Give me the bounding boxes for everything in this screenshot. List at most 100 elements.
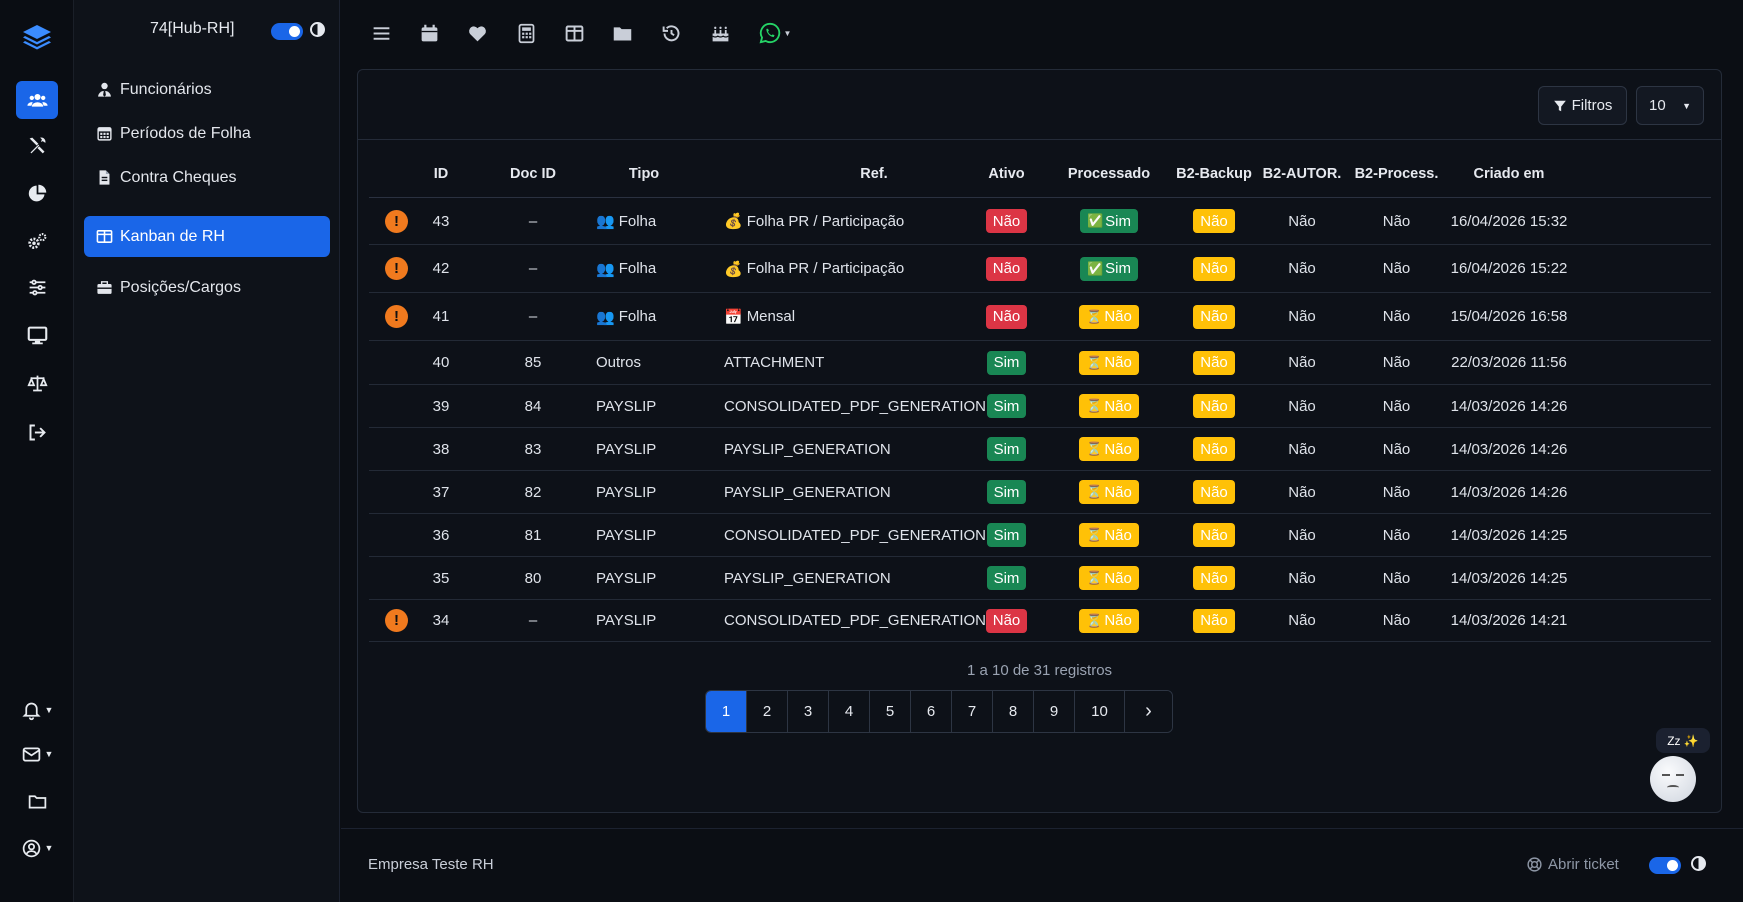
page-button-3[interactable]: 3 — [788, 691, 829, 732]
sliders-icon[interactable] — [16, 268, 58, 306]
column-header[interactable]: B2-AUTOR. — [1262, 166, 1342, 182]
whatsapp-icon[interactable]: ▼ — [755, 20, 795, 46]
ref-value: CONSOLIDATED_PDF_GENERATION — [724, 397, 986, 415]
per-page-select[interactable]: 10 ▼ — [1636, 86, 1704, 125]
id-value: 34 — [432, 612, 450, 629]
mail-icon[interactable]: ▼ — [16, 735, 58, 773]
table-row[interactable]: 39 84 PAYSLIP CONSOLIDATED_PDF_GENERATION Si… — [369, 385, 1711, 428]
exclamation-icon[interactable]: ! — [385, 209, 408, 233]
ativo-cell: Sim — [969, 514, 1044, 556]
ref-value: Mensal — [746, 308, 796, 325]
bell-icon[interactable]: ▼ — [16, 691, 58, 729]
page-button-5[interactable]: 5 — [870, 691, 911, 732]
page-button-8[interactable]: 8 — [993, 691, 1034, 732]
history-icon[interactable] — [658, 20, 684, 46]
sidebar-item-contra-cheques[interactable]: Contra Cheques — [84, 157, 330, 198]
scale-icon[interactable] — [16, 364, 58, 402]
theme-toggle-footer[interactable] — [1649, 857, 1681, 874]
page-button-2[interactable]: 2 — [747, 691, 788, 732]
tools-icon[interactable] — [16, 126, 58, 164]
menu-icon[interactable] — [368, 20, 394, 46]
created-at-value: 14/03/2026 14:26 — [1450, 397, 1568, 415]
sidebar-item-funcionarios[interactable]: Funcionários — [84, 69, 330, 110]
hourglass-icon: ⏳ — [1086, 398, 1103, 413]
b2-process-cell: Não — [1349, 600, 1444, 641]
column-header[interactable]: Processado — [1067, 166, 1151, 182]
b2-backup-cell: Não — [1174, 557, 1254, 599]
heart-icon[interactable] — [464, 20, 490, 46]
table-row[interactable]: 35 80 PAYSLIP PAYSLIP_GENERATION Sim ⏳ Não Não N… — [369, 557, 1711, 600]
user-circle-icon[interactable]: ▼ — [16, 829, 58, 867]
birthday-cake-icon[interactable] — [707, 20, 733, 46]
exclamation-icon[interactable]: ! — [385, 257, 408, 280]
page-button-4[interactable]: 4 — [829, 691, 870, 732]
column-header[interactable]: Doc ID — [510, 166, 556, 182]
ref-cell: CONSOLIDATED_PDF_GENERATION — [724, 600, 1014, 641]
calendar-icon[interactable] — [416, 20, 442, 46]
exclamation-icon[interactable]: ! — [385, 305, 408, 328]
sidebar-item-posicoes[interactable]: Posições/Cargos — [84, 267, 330, 308]
processado-cell: ⏳ Não — [1059, 600, 1159, 641]
open-ticket-link[interactable]: Abrir ticket — [1526, 856, 1619, 873]
kanban-icon — [94, 228, 114, 246]
b2-autor-value: Não — [1288, 354, 1316, 371]
table-row[interactable]: 37 82 PAYSLIP PAYSLIP_GENERATION Sim ⏳ Não Não N… — [369, 471, 1711, 514]
sign-out-icon[interactable] — [16, 413, 58, 451]
column-header[interactable]: B2-Process. — [1354, 166, 1439, 182]
page-button-10[interactable]: 10 — [1075, 691, 1125, 732]
id-cell: 37 — [424, 471, 458, 513]
assistant-avatar[interactable] — [1650, 756, 1696, 802]
cogs-icon[interactable] — [16, 222, 58, 260]
table-row[interactable]: 38 83 PAYSLIP PAYSLIP_GENERATION Sim ⏳ Não Não N… — [369, 428, 1711, 471]
created-at-cell: 16/04/2026 15:32 — [1439, 198, 1579, 244]
processado-badge-label: Não — [1104, 526, 1132, 544]
ref-emoji-icon: 📅 — [724, 308, 743, 326]
table-row[interactable]: ! 43– 👥 Folha 💰 Folha PR / Participação Não ✅ Si… — [369, 198, 1711, 245]
b2-autor-value: Não — [1288, 440, 1316, 458]
b2-process-cell: Não — [1349, 557, 1444, 599]
b2-backup-badge-label: Não — [1200, 483, 1228, 501]
column-header[interactable]: Tipo — [628, 166, 660, 182]
column-header[interactable]: Ativo — [988, 166, 1025, 182]
column-header[interactable]: B2-Backup — [1176, 166, 1252, 182]
tipo-cell: 👥 Folha — [596, 198, 716, 244]
exclamation-icon[interactable]: ! — [385, 609, 408, 632]
processado-badge: ⏳ Não — [1079, 566, 1139, 590]
page-button-6[interactable]: 6 — [911, 691, 952, 732]
folder-icon[interactable] — [609, 20, 635, 46]
monitor-icon[interactable] — [16, 316, 58, 354]
column-header[interactable]: Criado em — [1473, 166, 1545, 182]
b2-backup-cell: Não — [1174, 341, 1254, 384]
page-button-1[interactable]: 1 — [706, 691, 747, 732]
calculator-icon[interactable] — [513, 20, 539, 46]
tipo-cell: 👥 Folha — [596, 245, 716, 292]
pie-chart-icon[interactable] — [16, 174, 58, 212]
page-button-9[interactable]: 9 — [1034, 691, 1075, 732]
folder-icon[interactable] — [16, 782, 58, 820]
ativo-badge: Não — [985, 209, 1028, 233]
users-icon[interactable] — [16, 81, 58, 119]
column-header[interactable]: ID — [433, 166, 449, 182]
column-header[interactable]: Ref. — [860, 166, 888, 182]
filters-button[interactable]: Filtros — [1538, 86, 1627, 125]
doc-id-value: – — [528, 212, 538, 230]
ref-cell: PAYSLIP_GENERATION — [724, 428, 1014, 470]
page-button-7[interactable]: 7 — [952, 691, 993, 732]
sidebar-item-periodos[interactable]: Períodos de Folha — [84, 113, 330, 154]
created-at-value: 15/04/2026 16:58 — [1450, 308, 1568, 325]
b2-process-value: Não — [1382, 308, 1411, 325]
ativo-badge-label: Não — [992, 612, 1021, 629]
columns-icon[interactable] — [561, 20, 587, 46]
logo-icon[interactable] — [20, 22, 54, 52]
doc-id-cell: – — [493, 198, 573, 244]
next-page-button[interactable]: › — [1125, 691, 1172, 732]
table-row[interactable]: 40 85 Outros ATTACHMENT Sim ⏳ Não Não Não Não 22/0… — [369, 341, 1711, 385]
id-cell: 36 — [424, 514, 458, 556]
table-row[interactable]: ! 34 – PAYSLIP CONSOLIDATED_PDF_GENERATION Nã… — [369, 600, 1711, 642]
b2-backup-cell: Não — [1174, 293, 1254, 340]
table-row[interactable]: ! 41– 👥 Folha 📅 Mensal Não ⏳ Não Não Não Não 15/04/2… — [369, 293, 1711, 341]
sidebar-item-kanban[interactable]: Kanban de RH — [84, 216, 330, 257]
table-row[interactable]: 36 81 PAYSLIP CONSOLIDATED_PDF_GENERATION Si… — [369, 514, 1711, 557]
table-row[interactable]: ! 42– 👥 Folha 💰 Folha PR / Participação Não ✅ Si… — [369, 245, 1711, 293]
theme-toggle[interactable] — [271, 23, 303, 40]
